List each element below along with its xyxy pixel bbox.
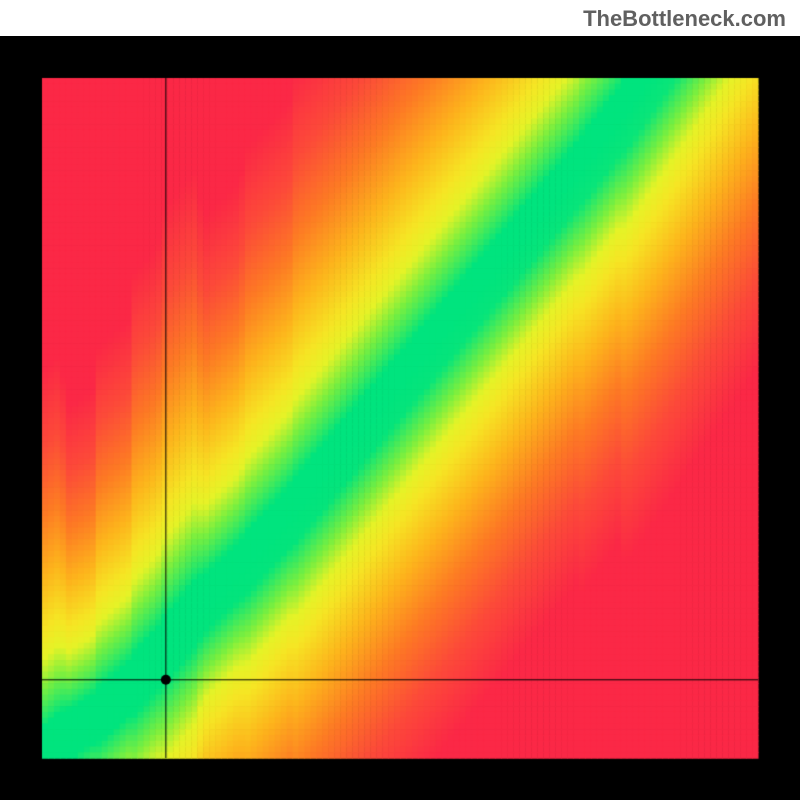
heatmap-canvas xyxy=(0,36,800,800)
bottleneck-heatmap xyxy=(0,36,800,800)
watermark-text: TheBottleneck.com xyxy=(583,6,786,32)
